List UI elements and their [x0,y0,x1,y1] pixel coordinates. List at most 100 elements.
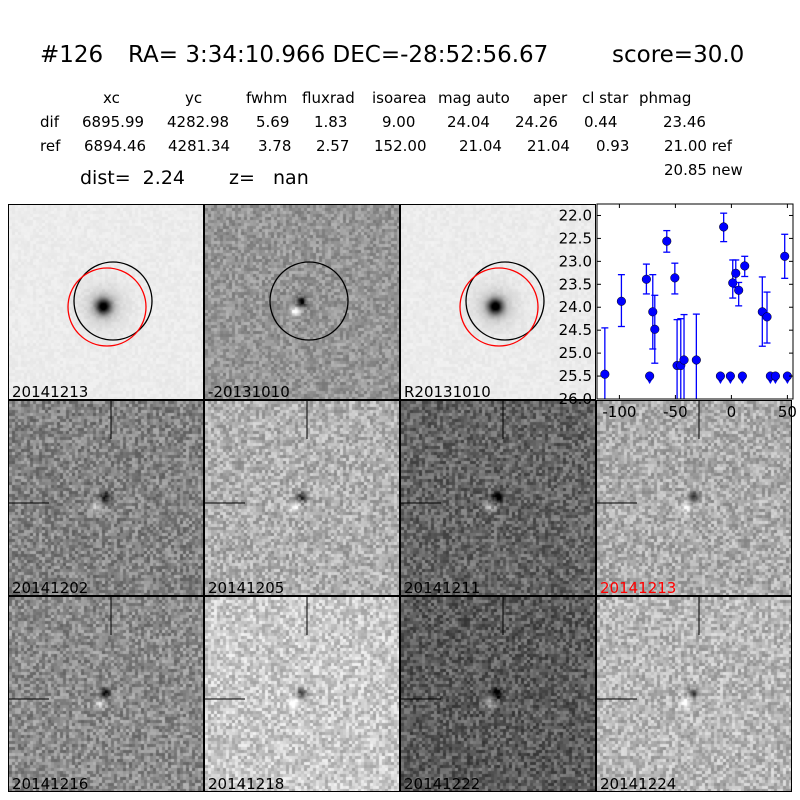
stamp-image [597,401,791,595]
x-tick-label: 50 [778,403,797,421]
score: score=30.0 [612,42,745,68]
data-point [691,355,701,365]
upper-limit-point [725,371,735,381]
stamp-image [9,205,203,399]
data-point [740,261,750,271]
x-tick-label: -50 [663,403,688,421]
y-tick-label: 25.5 [559,367,592,385]
data-point [641,274,651,284]
stamp-date-label: 20141218 [208,775,285,792]
column-header: fwhm [246,89,288,107]
row-label: ref [40,137,61,155]
stamp-image [401,401,595,595]
data-point [670,273,680,283]
table-cell: 0.93 [596,137,630,155]
dist-value: dist= 2.24 [80,167,185,189]
stamp-date-label: 20141211 [404,579,481,596]
table-cell: 2.57 [316,137,350,155]
image-stamp: R20131010 [400,204,596,400]
table-cell: 0.44 [584,113,618,131]
column-header: phmag [639,89,692,107]
stamp-date-label: 20141222 [404,775,481,792]
data-point [719,222,729,232]
column-header: cl star [582,89,629,107]
data-layer [600,212,792,399]
red-aperture-circle [67,267,147,347]
data-point [734,285,744,295]
black-aperture-circle [465,261,545,341]
data-point [600,369,610,379]
image-stamp: 20141216 [8,596,204,792]
upper-limit-point [737,371,747,381]
table-cell: 21.00 ref [664,137,733,155]
black-aperture-circle [269,261,349,341]
y-tick-label: 24.0 [559,298,592,316]
stamp-image [205,205,399,399]
image-stamp: 20141211 [400,400,596,596]
stamp-date-label: 20141224 [600,775,677,792]
upper-limit-point [715,371,725,381]
stamp-image [9,597,203,791]
data-point [648,307,658,317]
image-stamp: 20141224 [596,596,792,792]
table-cell: 23.46 [663,113,706,131]
table-cell: 5.69 [256,113,290,131]
image-stamp: 20141218 [204,596,400,792]
data-point [650,324,660,334]
stamp-date-label: 20141202 [12,579,89,596]
stamp-image [205,401,399,595]
x-tick-label: 0 [727,403,737,421]
column-header: aper [533,89,568,107]
image-stamp: 20141202 [8,400,204,596]
stamp-date-label: R20131010 [404,383,491,400]
table-cell: 4281.34 [168,137,231,155]
plot-frame [596,203,794,400]
stamp-date-label: 20141216 [12,775,89,792]
table-cell: 24.04 [447,113,490,131]
stamp-date-label: 20141213 [600,579,677,596]
column-header: xc [103,89,120,107]
data-point [762,312,772,322]
image-stamp: 20141213 [596,400,792,596]
table-cell: 21.04 [459,137,502,155]
table-cell: 24.26 [515,113,558,131]
z-value: z= nan [229,167,309,189]
image-stamp: 20141222 [400,596,596,792]
y-tick-label: 22.0 [559,206,592,224]
x-tick-label: -100 [602,403,636,421]
new-phmag: 20.85 new [664,161,743,179]
table-cell: 3.78 [258,137,292,155]
data-point [616,296,626,306]
data-point [679,355,689,365]
y-tick-label: 25.0 [559,344,592,362]
upper-limit-point [645,371,655,381]
table-cell: 6894.46 [84,137,147,155]
ra-dec: RA= 3:34:10.966 DEC=-28:52:56.67 [128,42,549,68]
data-point [731,268,741,278]
stamp-date-label: 20141205 [208,579,285,596]
image-stamp: 20141205 [204,400,400,596]
table-cell: 4282.98 [167,113,230,131]
column-header: isoarea [372,89,427,107]
column-header: fluxrad [302,89,355,107]
table-cell: 21.04 [527,137,570,155]
table-cell: 152.00 [374,137,427,155]
table-cell: 1.83 [314,113,348,131]
image-stamp: -20131010 [204,204,400,400]
stamp-image [205,597,399,791]
row-label: dif [40,113,59,131]
table-cell: 9.00 [382,113,416,131]
stamp-image [401,205,595,399]
data-point [780,251,790,261]
table-cell: 6895.99 [82,113,145,131]
stamp-date-label: 20141213 [12,383,89,400]
column-header: yc [185,89,203,107]
y-tick-label: 24.5 [559,321,592,339]
stamp-image [401,597,595,791]
black-aperture-circle [73,261,153,341]
stamp-date-label: -20131010 [208,383,290,400]
data-point [662,236,672,246]
upper-limit-point [770,371,780,381]
